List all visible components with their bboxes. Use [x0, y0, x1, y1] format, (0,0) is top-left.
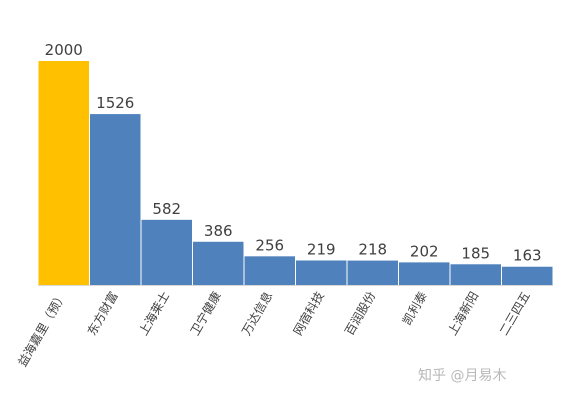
bar — [193, 241, 244, 285]
value-label: 2000 — [45, 41, 83, 59]
category-label: 卫宁健康 — [187, 289, 224, 338]
value-label: 582 — [152, 200, 181, 218]
value-label: 386 — [204, 222, 233, 240]
category-label: 益海嘉里（预） — [14, 289, 69, 369]
bar — [141, 219, 192, 285]
value-label: 218 — [358, 241, 387, 259]
value-label: 256 — [255, 236, 284, 254]
category-label: 万达信息 — [238, 289, 275, 338]
category-label: 凯利泰 — [400, 289, 430, 327]
category-label: 网宿科技 — [290, 289, 327, 338]
bar — [399, 262, 450, 285]
value-label: 185 — [461, 244, 490, 262]
bar — [347, 260, 398, 285]
category-label: 百润股份 — [342, 289, 378, 338]
category-label: 上海新阳 — [444, 289, 481, 338]
category-label: 上海莱士 — [135, 289, 172, 338]
bar — [244, 256, 295, 285]
bar — [38, 61, 89, 285]
value-label: 163 — [513, 247, 542, 265]
value-label: 202 — [410, 242, 439, 260]
bar — [90, 114, 141, 285]
value-label: 1526 — [96, 94, 134, 112]
watermark: 知乎 @月易木 — [418, 367, 506, 384]
bar — [450, 264, 501, 285]
category-label: 二三四五 — [497, 289, 533, 338]
bar — [296, 260, 347, 285]
bar — [502, 266, 553, 285]
category-label: 东方财富 — [84, 289, 121, 338]
value-label: 219 — [307, 240, 336, 258]
